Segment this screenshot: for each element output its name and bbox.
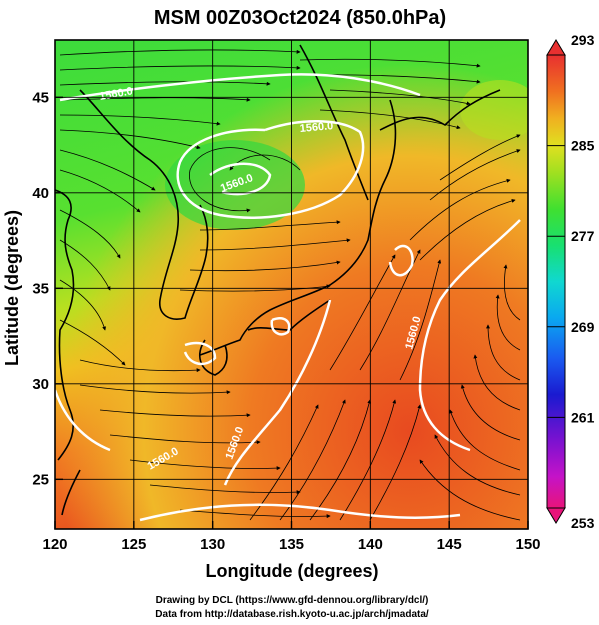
graticule [55,40,528,529]
x-tick-label: 120 [42,536,67,553]
height-contours [55,73,521,522]
contour-label: 1560.0 [98,85,133,103]
y-tick-label: 45 [32,89,49,106]
x-tick-label: 135 [279,536,304,553]
x-axis-ticks: 120 125 130 135 140 145 150 [42,521,541,553]
colorbar-labels: 293 285 277 269 261 253 [547,32,595,531]
colorbar-top-arrow [546,39,566,56]
colorbar: 293 285 277 269 261 253 [546,32,595,531]
colorbar-tick-label: 253 [571,515,595,531]
x-tick-label: 145 [437,536,462,553]
credit-drawing: Drawing by DCL (https://www.gfd-dennou.o… [156,595,429,606]
plot-area: 1560.0 1560.0 1560.0 1560.0 1560.0 1560.… [32,39,541,553]
map-title: MSM 00Z03Oct2024 (850.0hPa) [154,7,446,29]
x-tick-label: 130 [200,536,225,553]
warm-pocket-northeast [460,80,528,140]
y-tick-label: 35 [32,280,49,297]
y-axis-title: Latitude (degrees) [2,210,22,366]
colorbar-bottom-arrow [546,507,566,524]
y-tick-label: 30 [32,376,49,393]
colorbar-tick-label: 285 [571,138,595,154]
colorbar-tick-label: 261 [571,409,595,425]
x-axis-title: Longitude (degrees) [205,561,378,581]
x-tick-label: 140 [358,536,383,553]
colorbar-tick-label: 269 [571,319,595,335]
x-tick-label: 125 [121,536,146,553]
x-tick-label: 150 [515,536,540,553]
y-tick-label: 25 [32,471,49,488]
contour-label: 1560.0 [299,120,334,135]
colorbar-tick-label: 277 [571,228,595,244]
credit-data: Data from http://database.rish.kyoto-u.a… [155,609,429,620]
y-axis-ticks: 25 30 35 40 45 [32,89,63,488]
colorbar-tick-label: 293 [571,32,595,48]
y-tick-label: 40 [32,185,49,202]
colorbar-gradient [546,54,566,509]
